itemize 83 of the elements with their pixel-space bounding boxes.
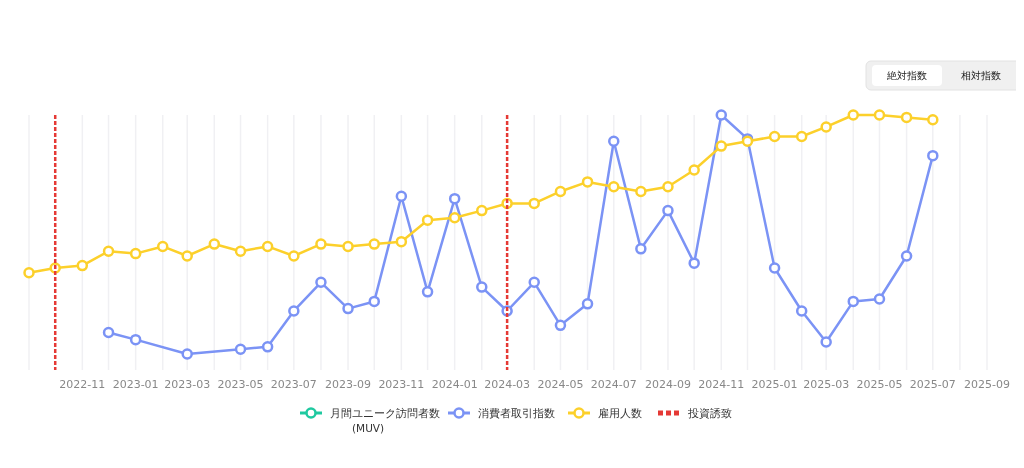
point <box>795 305 808 317</box>
point <box>261 240 274 253</box>
point <box>421 286 434 298</box>
x-tick-label: 2025-09 <box>964 378 1010 391</box>
point <box>900 111 913 124</box>
x-tick-label: 2025-07 <box>909 378 956 391</box>
point <box>76 259 89 272</box>
point <box>368 295 381 308</box>
point <box>315 276 327 289</box>
point <box>581 298 594 310</box>
point <box>342 240 354 253</box>
point <box>476 281 488 293</box>
point <box>795 130 808 143</box>
point <box>662 180 674 193</box>
x-tick-label: 2023-09 <box>325 378 372 391</box>
x-tick-label: 2023-11 <box>378 378 425 391</box>
x-tick-label: 2023-07 <box>270 378 317 391</box>
point <box>156 240 169 253</box>
x-tick-label: 2025-05 <box>856 378 903 391</box>
x-tick-label: 2025-03 <box>803 378 850 391</box>
point <box>476 204 488 217</box>
point <box>635 185 647 198</box>
point <box>368 238 381 250</box>
point <box>768 130 781 143</box>
point <box>768 262 781 274</box>
x-tick-label: 2025-01 <box>751 378 798 391</box>
point <box>820 336 832 348</box>
point <box>847 109 860 121</box>
point <box>927 149 939 162</box>
point <box>873 293 886 305</box>
point <box>129 333 142 346</box>
point <box>927 114 939 126</box>
x-tick-label: 2024-07 <box>590 378 637 391</box>
point <box>554 319 567 332</box>
x-tick-label: 2024-09 <box>644 378 691 391</box>
legend-label: 消費者取引指数 <box>478 407 555 419</box>
point <box>395 190 408 203</box>
point <box>261 341 274 353</box>
point <box>554 185 567 198</box>
point <box>23 266 35 279</box>
point <box>129 247 142 260</box>
point <box>102 245 115 257</box>
point <box>662 204 674 217</box>
point <box>181 250 193 262</box>
point <box>234 343 247 355</box>
point <box>395 235 408 248</box>
x-tick-label: 2023-05 <box>217 378 264 391</box>
toggle-buttons: 絶対指数 相対指数 <box>865 60 1016 91</box>
point <box>715 109 728 121</box>
point <box>900 250 913 262</box>
legend-label: 月間ユニーク訪問者数 (MUV) <box>330 407 440 434</box>
legend-label: 雇用人数 <box>598 407 642 419</box>
point <box>448 192 461 205</box>
point <box>421 214 434 226</box>
point <box>288 250 300 262</box>
point <box>715 140 728 152</box>
x-tick-label: 2024-01 <box>431 378 478 391</box>
x-tick-label: 2023-03 <box>164 378 211 391</box>
point <box>847 295 860 308</box>
point <box>581 176 594 188</box>
point <box>208 238 221 250</box>
point <box>688 257 700 269</box>
point <box>181 348 193 360</box>
x-tick-label: 2024-03 <box>484 378 531 391</box>
x-tick-label: 2023-01 <box>112 378 159 391</box>
x-tick-label: 2022-11 <box>59 378 106 391</box>
point <box>528 197 540 210</box>
point <box>608 180 620 193</box>
point <box>448 212 461 224</box>
x-tick-label: 2024-05 <box>537 378 584 391</box>
point <box>528 276 540 289</box>
point <box>635 243 647 255</box>
point <box>873 109 886 121</box>
legend-label: 投資誘致 <box>687 407 732 419</box>
point <box>342 302 354 315</box>
point <box>315 238 327 250</box>
point <box>820 121 832 133</box>
x-tick-label: 2024-11 <box>698 378 745 391</box>
point <box>608 135 620 148</box>
point <box>234 245 247 257</box>
point <box>688 164 700 176</box>
point <box>102 326 115 339</box>
point <box>288 305 300 317</box>
